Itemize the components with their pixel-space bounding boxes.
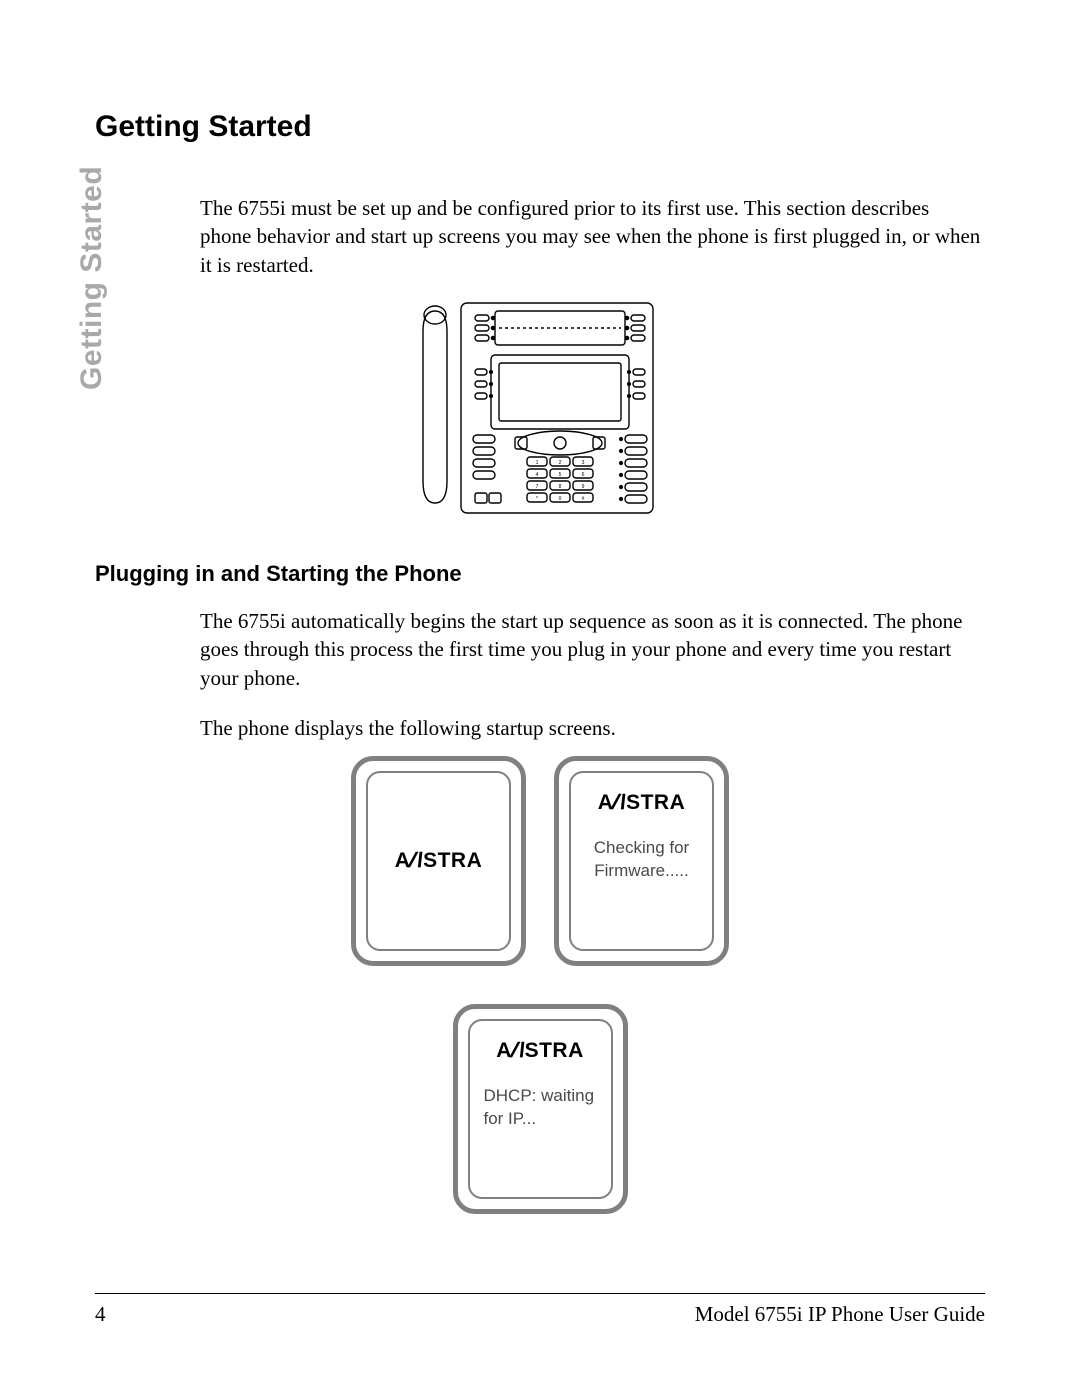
svg-text:7: 7 — [536, 484, 539, 490]
footer-rule — [95, 1293, 985, 1294]
svg-text:9: 9 — [582, 484, 585, 490]
svg-text:6: 6 — [582, 472, 585, 478]
phone-illustration: 1 2 3 4 5 6 7 8 9 * 0 # — [415, 293, 665, 523]
startup-screens-row-2: A/\STRA DHCP: waiting for IP... — [95, 1004, 985, 1214]
page-number: 4 — [95, 1302, 106, 1327]
svg-text:2: 2 — [559, 460, 562, 466]
brand-logo: A/\STRA — [496, 1039, 584, 1063]
brand-logo: A/\STRA — [395, 849, 483, 873]
screen-inner: A/\STRA DHCP: waiting for IP... — [468, 1019, 613, 1199]
intro-paragraph: The 6755i must be set up and be configur… — [200, 194, 985, 279]
screen-message: DHCP: waiting for IP... — [470, 1085, 611, 1131]
svg-text:0: 0 — [559, 496, 562, 502]
startup-screen-1: A/\STRA — [351, 756, 526, 966]
svg-text:#: # — [582, 496, 585, 502]
page-footer: 4 Model 6755i IP Phone User Guide — [95, 1293, 985, 1327]
svg-text:8: 8 — [559, 484, 562, 490]
svg-text:*: * — [536, 496, 538, 502]
page-title: Getting Started — [95, 110, 985, 144]
svg-text:5: 5 — [559, 472, 562, 478]
page-content: Getting Started The 6755i must be set up… — [95, 110, 985, 1214]
svg-text:3: 3 — [582, 460, 585, 466]
startup-screen-2: A/\STRA Checking for Firmware..... — [554, 756, 729, 966]
guide-title: Model 6755i IP Phone User Guide — [695, 1302, 985, 1327]
screen-inner: A/\STRA — [366, 771, 511, 951]
startup-screen-3: A/\STRA DHCP: waiting for IP... — [453, 1004, 628, 1214]
para-startup: The 6755i automatically begins the start… — [200, 607, 985, 692]
svg-text:1: 1 — [536, 460, 539, 466]
screen-inner: A/\STRA Checking for Firmware..... — [569, 771, 714, 951]
svg-text:4: 4 — [536, 472, 539, 478]
section-heading: Plugging in and Starting the Phone — [95, 561, 985, 587]
screen-message: Checking for Firmware..... — [571, 837, 712, 883]
para-screens-intro: The phone displays the following startup… — [200, 714, 985, 742]
brand-logo: A/\STRA — [598, 791, 686, 815]
startup-screens-row-1: A/\STRA A/\STRA Checking for Firmware...… — [95, 756, 985, 966]
